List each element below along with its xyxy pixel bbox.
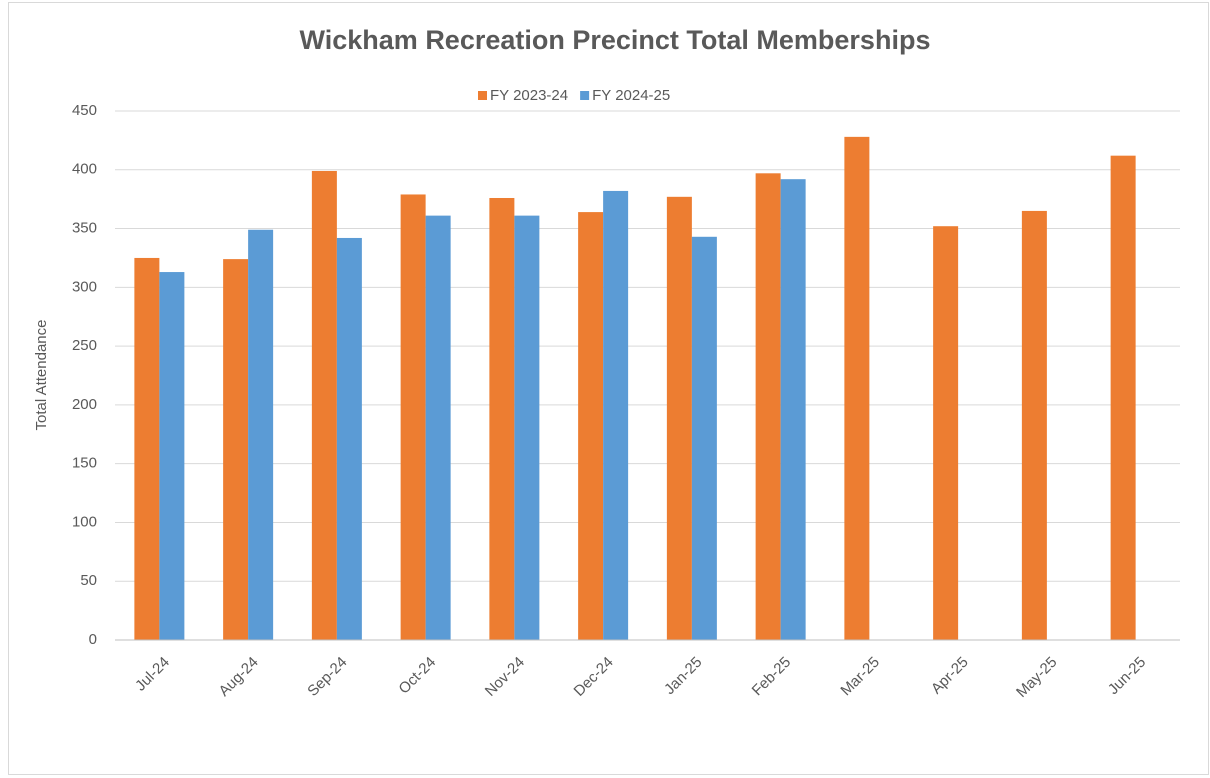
y-tick-label: 350: [72, 220, 97, 237]
y-tick-label: 200: [72, 396, 97, 413]
bar: [248, 229, 274, 640]
legend-label: FY 2023-24: [490, 87, 568, 104]
bar: [780, 179, 806, 640]
bar: [134, 257, 160, 640]
y-axis-label: Total Attendance: [33, 320, 50, 431]
bar: [691, 236, 717, 641]
y-tick-label: 400: [72, 161, 97, 178]
bar: [489, 197, 515, 641]
bar: [514, 215, 540, 640]
bar: [425, 215, 451, 640]
chart-title: Wickham Recreation Precinct Total Member…: [300, 25, 931, 55]
bar: [1021, 210, 1047, 640]
bar: [159, 272, 185, 640]
bar: [578, 212, 604, 640]
legend-swatch: [478, 91, 487, 100]
bar: [223, 259, 249, 640]
legend-swatch: [580, 91, 590, 100]
y-tick-label: 150: [72, 455, 97, 472]
y-tick-label: 450: [72, 102, 97, 119]
y-tick-label: 50: [80, 572, 97, 589]
bar: [666, 196, 692, 640]
bar: [603, 190, 629, 640]
y-tick-label: 250: [72, 337, 97, 354]
bar: [844, 136, 870, 640]
bar: [755, 173, 781, 640]
y-tick-label: 100: [72, 513, 97, 530]
y-tick-label: 0: [89, 631, 97, 648]
legend-label: FY 2024-25: [592, 87, 670, 104]
y-tick-label: 300: [72, 278, 97, 295]
bar: [311, 170, 337, 640]
bar: [1110, 155, 1136, 640]
bar: [336, 237, 362, 640]
bar: [400, 194, 426, 640]
bar: [933, 226, 959, 640]
